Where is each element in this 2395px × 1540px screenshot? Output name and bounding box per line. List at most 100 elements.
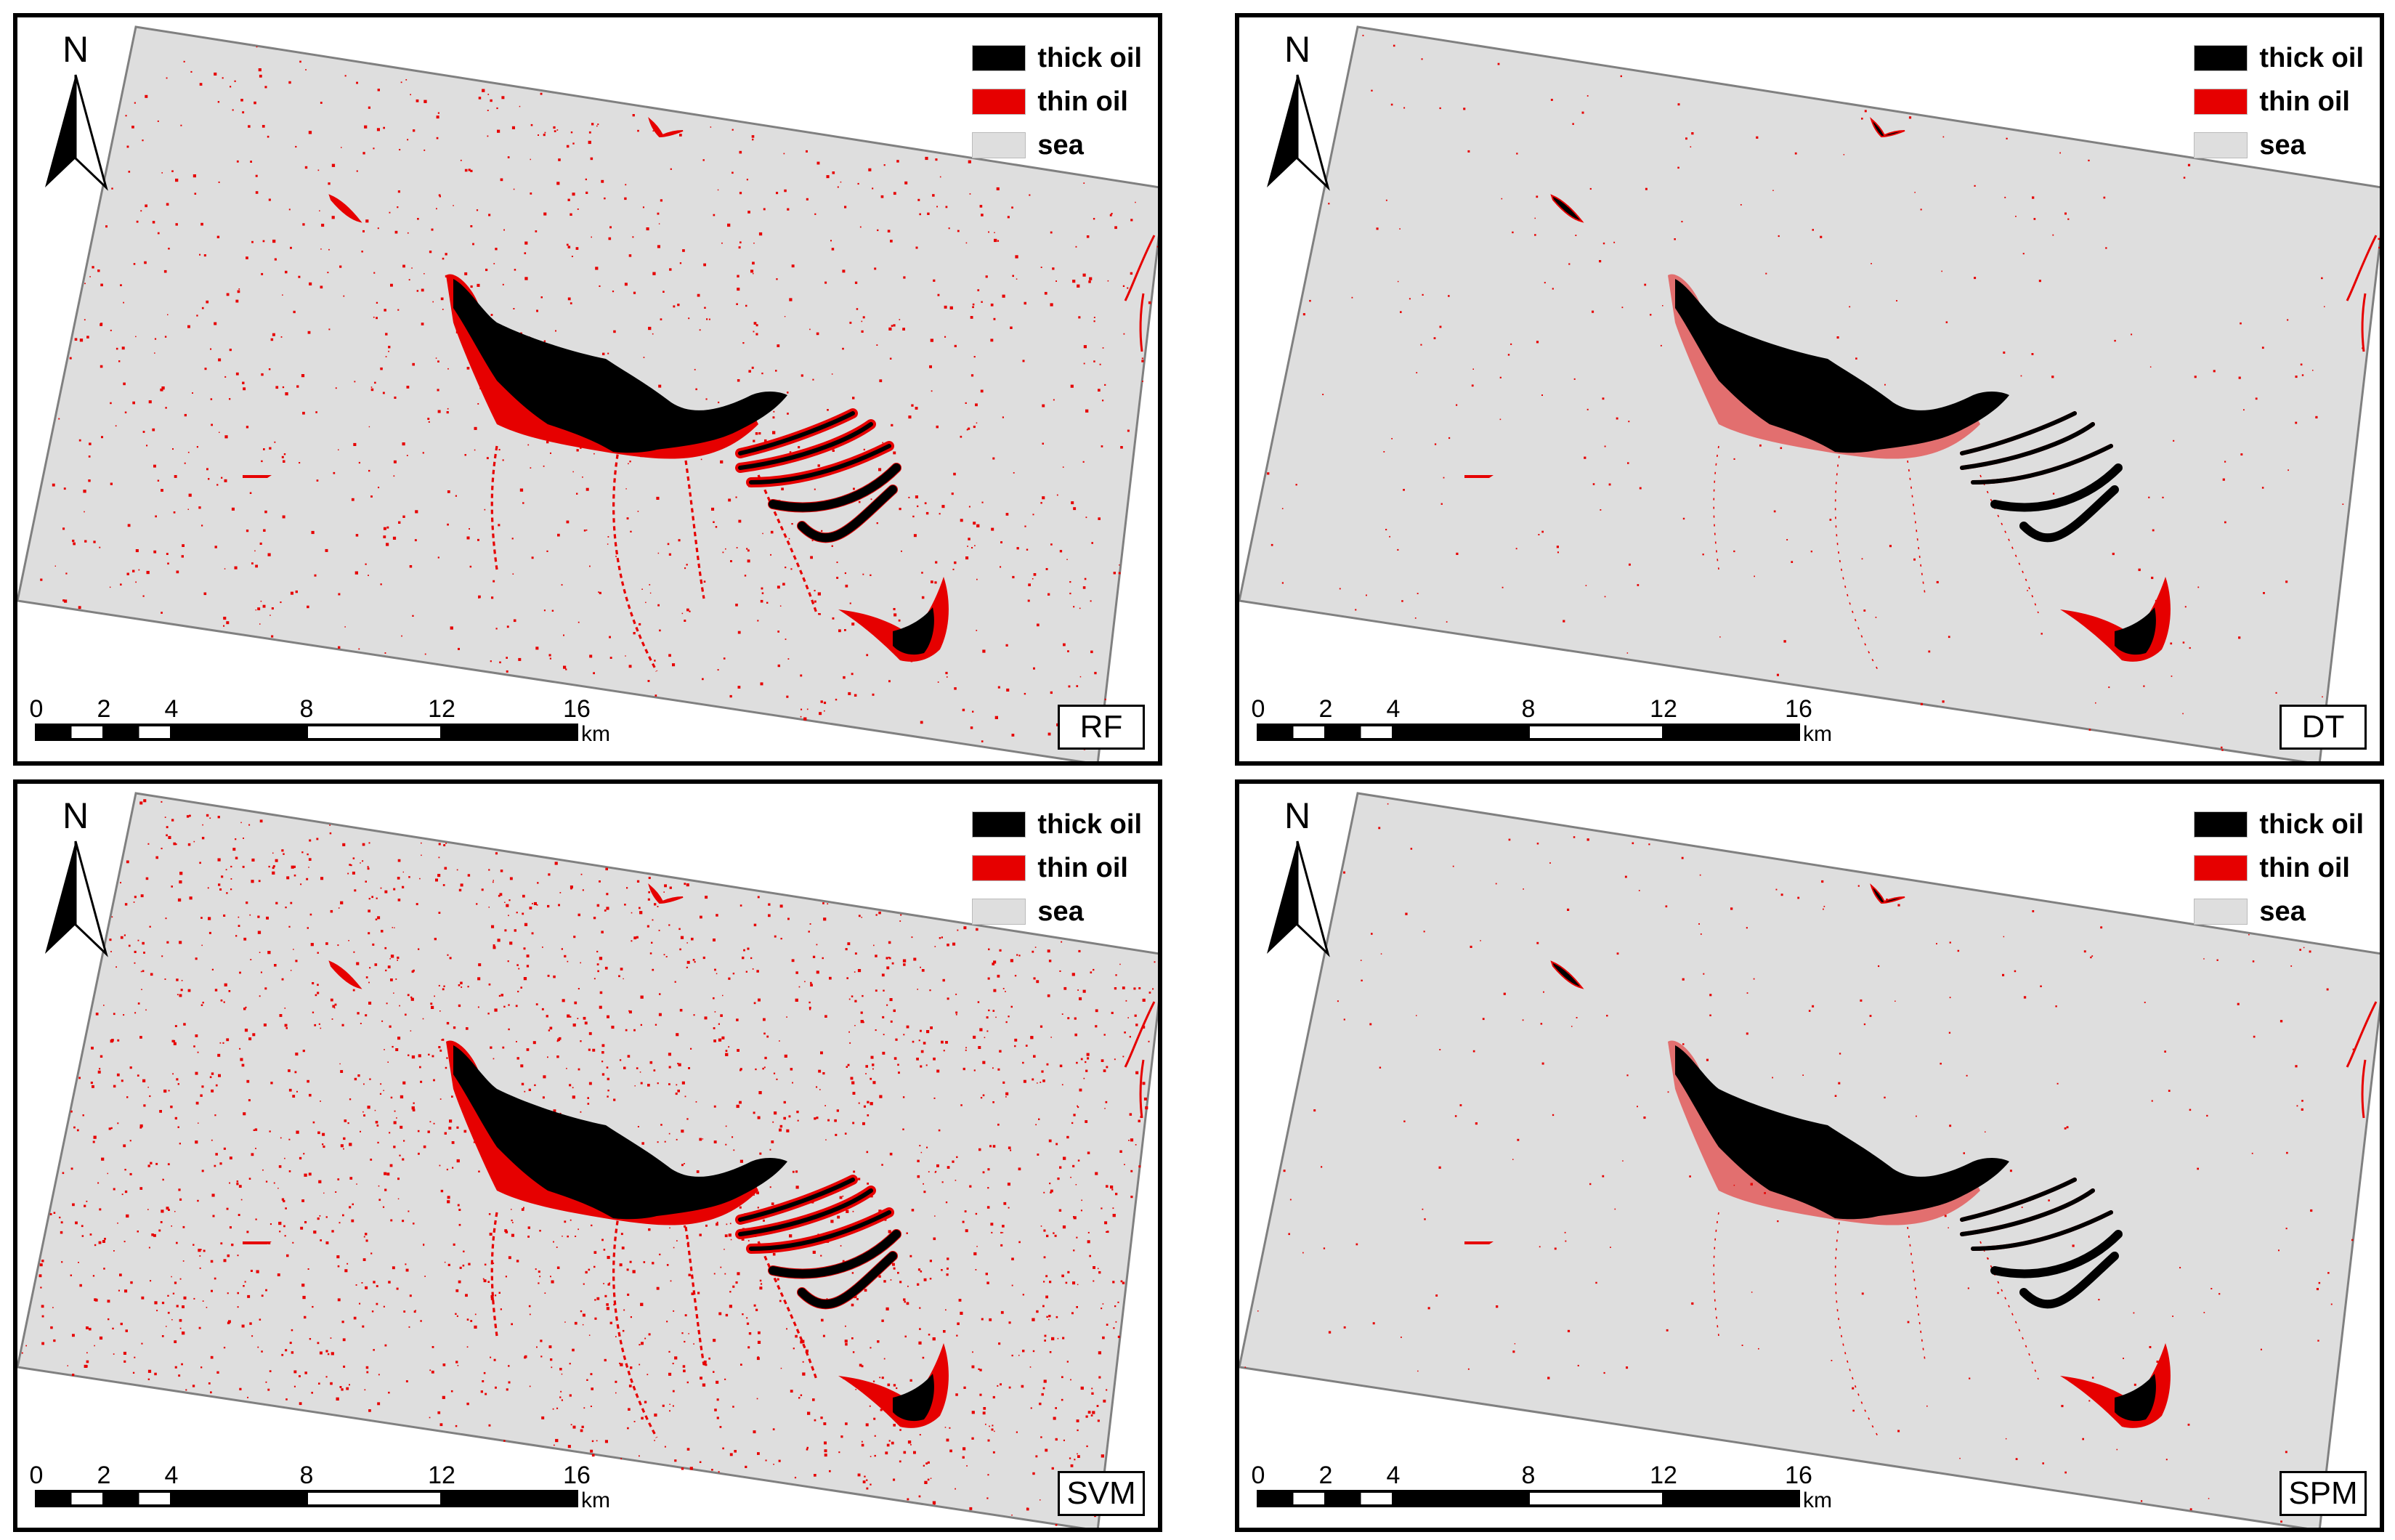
thin-oil-speckle xyxy=(1063,1156,1066,1160)
thin-oil-speckle xyxy=(120,882,121,884)
thin-oil-speckle xyxy=(224,568,226,570)
thin-oil-speckle xyxy=(1403,1120,1406,1122)
thin-oil-speckle xyxy=(2021,1207,2023,1208)
thin-oil-speckle xyxy=(506,657,508,659)
thin-oil-speckle xyxy=(317,992,320,994)
thin-oil-speckle xyxy=(577,208,579,210)
thin-oil-speckle xyxy=(354,381,356,383)
thin-oil-speckle xyxy=(224,983,227,986)
thin-oil-speckle xyxy=(100,365,103,368)
thin-oil-speckle xyxy=(1812,1005,1815,1008)
thin-oil-speckle xyxy=(1002,1225,1005,1228)
thin-oil-speckle xyxy=(1313,1109,1316,1112)
thin-oil-speckle xyxy=(1016,1431,1018,1433)
thin-oil-speckle xyxy=(583,530,586,532)
thin-oil-speckle xyxy=(1145,1106,1148,1110)
thin-oil-speckle xyxy=(1592,310,1594,313)
thin-oil-speckle xyxy=(1079,607,1081,609)
thin-oil-speckle xyxy=(226,1207,229,1210)
thin-oil-speckle xyxy=(639,623,641,625)
scale-bar-segment xyxy=(305,1490,443,1507)
thin-oil-speckle xyxy=(225,869,227,871)
legend: thick oil thin oil sea xyxy=(2194,803,2364,933)
thin-oil-speckle xyxy=(466,1318,469,1321)
thin-oil-speckle xyxy=(315,411,317,413)
thin-oil-speckle xyxy=(1051,1337,1055,1341)
thin-oil-speckle xyxy=(663,891,665,893)
thin-oil-speckle xyxy=(1000,566,1002,568)
thin-oil-speckle xyxy=(624,283,628,286)
thin-oil-speckle xyxy=(870,1055,874,1059)
thin-oil-speckle xyxy=(857,969,862,973)
thin-oil-speckle xyxy=(539,1230,541,1232)
thin-oil-speckle xyxy=(774,1111,777,1115)
thin-oil-speckle xyxy=(1093,320,1095,323)
legend-swatch xyxy=(972,811,1026,838)
thin-oil-speckle xyxy=(593,672,595,675)
thin-oil-streak xyxy=(1907,1226,1926,1366)
thin-oil-speckle xyxy=(410,997,414,1001)
thin-oil-speckle xyxy=(1045,1275,1048,1278)
thin-oil-speckle xyxy=(2006,137,2008,139)
thin-oil-speckle xyxy=(593,1265,596,1268)
thin-oil-speckle xyxy=(659,993,661,995)
thin-oil-speckle xyxy=(907,1498,909,1501)
thin-oil-speckle xyxy=(1534,217,1536,219)
thin-oil-speckle xyxy=(780,938,782,940)
thin-oil-speckle xyxy=(1040,1436,1042,1438)
thin-oil-speckle xyxy=(770,554,771,556)
thin-oil-speckle xyxy=(844,629,846,631)
thin-oil-speckle xyxy=(578,913,580,917)
thin-oil-speckle xyxy=(361,251,363,253)
thin-oil-speckle xyxy=(1040,267,1042,268)
thin-oil-speckle xyxy=(1387,803,1389,805)
thin-oil-speckle xyxy=(229,1226,232,1229)
thin-oil-speckle xyxy=(1397,280,1399,283)
thin-oil-speckle xyxy=(672,1363,674,1365)
thin-oil-speckle xyxy=(1405,912,1408,915)
thin-oil-speckle xyxy=(901,550,902,552)
thin-oil-speckle xyxy=(350,864,352,867)
thin-oil-speckle xyxy=(2280,1520,2282,1523)
legend-swatch xyxy=(972,132,1026,158)
thin-oil-speckle xyxy=(965,1047,967,1049)
thin-oil-speckle xyxy=(903,1034,905,1036)
thin-oil-speckle xyxy=(615,1380,617,1383)
thin-oil-speckle xyxy=(1098,1271,1101,1274)
thin-oil-speckle xyxy=(1010,1149,1012,1151)
thin-oil-speckle xyxy=(1843,154,1845,155)
thin-oil-speckle xyxy=(304,166,308,169)
thin-oil-speckle xyxy=(1691,132,1694,135)
thin-oil-speckle xyxy=(965,402,967,404)
thin-oil-speckle xyxy=(394,230,398,234)
thin-oil-speckle xyxy=(130,1281,133,1284)
thin-oil-speckle xyxy=(1543,991,1544,993)
thin-oil-speckle xyxy=(2003,351,2006,354)
thin-oil-speckle xyxy=(948,227,950,230)
thin-oil-speckle xyxy=(190,70,193,73)
thin-oil-speckle xyxy=(291,865,294,869)
thin-oil-speckle xyxy=(203,592,207,596)
thin-oil-speckle xyxy=(881,1319,884,1322)
thin-oil-speckle xyxy=(582,1313,585,1317)
thin-oil-speckle xyxy=(291,1351,294,1354)
thin-oil-speckle xyxy=(736,1104,739,1109)
thin-oil-speckle xyxy=(336,1397,339,1401)
thin-oil-speckle xyxy=(343,1148,344,1150)
thin-oil-speckle xyxy=(716,1417,719,1419)
thin-oil-speckle xyxy=(1957,949,1960,952)
thin-oil-speckle xyxy=(208,478,210,480)
thin-oil-speckle xyxy=(411,970,414,973)
thin-oil-speckle xyxy=(851,1081,855,1085)
thin-oil-speckle xyxy=(1908,116,1912,119)
thin-oil-speckle xyxy=(2179,1267,2181,1269)
thin-oil-speckle xyxy=(1032,514,1034,516)
thin-oil-speckle xyxy=(2108,686,2110,689)
thin-oil-speckle xyxy=(206,300,209,304)
thin-oil-speckle xyxy=(997,240,1000,242)
thin-oil-speckle xyxy=(465,1294,468,1297)
thin-oil-speckle xyxy=(2222,478,2225,481)
thin-oil-speckle xyxy=(879,1095,883,1098)
thin-oil-speckle xyxy=(2203,1312,2205,1313)
thin-oil-speckle xyxy=(1099,363,1101,365)
